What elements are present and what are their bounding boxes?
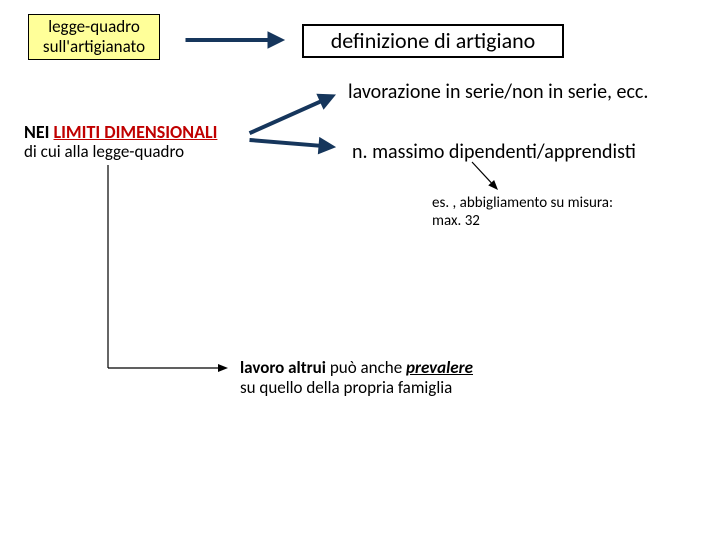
box-legge-quadro-line1: legge-quadro: [48, 16, 140, 37]
text-massimo-dipendenti: n. massimo dipendenti/apprendisti: [352, 140, 636, 164]
diagram-stage: legge-quadro sull'artigianato definizion…: [0, 0, 720, 540]
text-lavoro-altrui: lavoro altrui può anche prevalere su que…: [240, 358, 473, 399]
text-lavorazione-serie: lavorazione in serie/non in serie, ecc.: [348, 80, 648, 104]
text-limiti-sub: di cui alla legge-quadro: [24, 142, 184, 162]
text-lavoro-altrui-pre: lavoro altrui: [240, 357, 326, 378]
text-limiti-mid: LIMITI DIMENSIONALI: [54, 121, 218, 143]
text-example-line1: es. , abbigliamento su misura:: [432, 194, 613, 212]
text-lavoro-altrui-emph: prevalere: [406, 357, 473, 378]
box-legge-quadro: legge-quadro sull'artigianato: [28, 14, 160, 60]
box-definizione-artigiano: definizione di artigiano: [302, 24, 564, 58]
box-legge-quadro-line2: sull'artigianato: [43, 36, 145, 57]
text-limiti-pre: NEI: [24, 121, 54, 143]
text-lavoro-altrui-mid: può anche: [326, 357, 406, 378]
text-example-abbigliamento: es. , abbigliamento su misura: max. 32: [432, 194, 613, 230]
text-example-line2: max. 32: [432, 212, 480, 230]
box-definizione-artigiano-text: definizione di artigiano: [331, 28, 536, 53]
text-lavoro-altrui-line2: su quello della propria famiglia: [240, 377, 452, 398]
